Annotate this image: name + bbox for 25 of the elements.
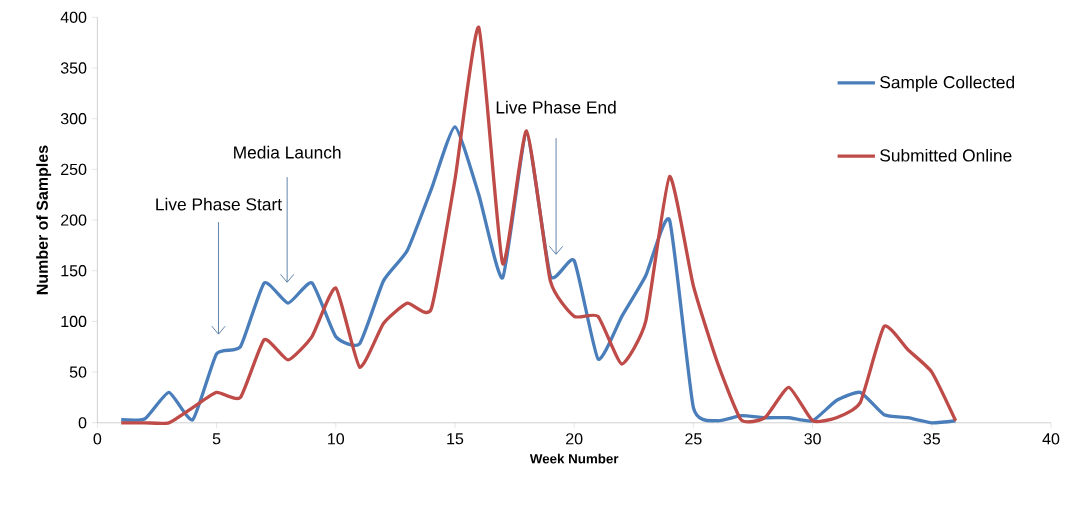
annotation: Live Phase End — [496, 100, 616, 114]
y-tick-label: 150 — [61, 264, 87, 277]
x-tick-label: 15 — [447, 432, 464, 445]
x-tick-label: 20 — [566, 432, 583, 445]
annotation: Media Launch — [234, 145, 341, 159]
x-axis-title: Week Number — [529, 453, 619, 464]
y-axis-title: Number of Samples — [36, 145, 52, 294]
y-tick-label: 0 — [78, 416, 87, 429]
y-tick-label: 350 — [60, 62, 87, 74]
legend-label: Submitted Online — [880, 148, 1012, 162]
x-tick-label: 30 — [804, 432, 821, 445]
x-tick-label: 0 — [93, 432, 102, 445]
y-tick-label: 100 — [61, 315, 87, 327]
y-tick-label: 300 — [60, 112, 87, 125]
x-tick-label: 40 — [1042, 432, 1060, 445]
x-tick-label: 5 — [212, 432, 221, 445]
y-tick-label: 250 — [61, 163, 87, 175]
annotation: Live Phase Start — [156, 197, 282, 211]
y-tick-label: 400 — [60, 11, 87, 23]
x-tick-label: 10 — [328, 432, 345, 445]
y-tick-label: 200 — [61, 214, 87, 226]
x-tick-label: 25 — [685, 432, 702, 445]
x-tick-label: 35 — [923, 432, 941, 445]
y-tick-label: 50 — [69, 366, 87, 378]
legend-label: Sample Collected — [880, 75, 1015, 92]
